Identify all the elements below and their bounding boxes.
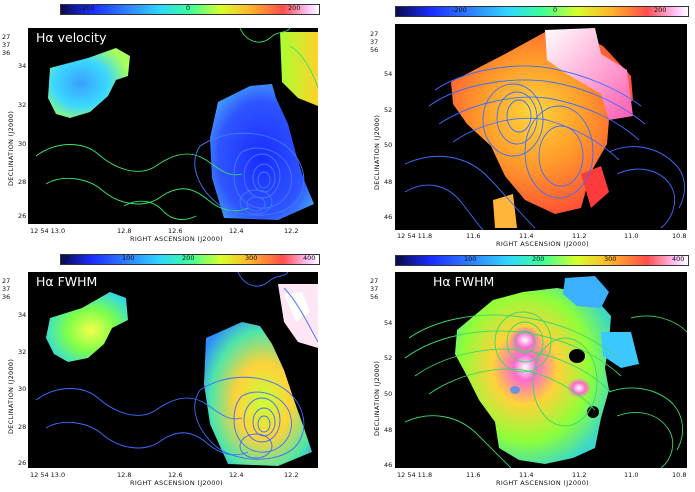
colorbar <box>60 254 320 265</box>
colorbar-tick: -200 <box>452 6 467 14</box>
y-tick: 34 <box>18 62 27 70</box>
panel-label: Hα velocity <box>433 26 504 41</box>
y-tick: 30 <box>18 385 27 393</box>
y-tick: 32 <box>18 101 27 109</box>
x-tick: 11.4 <box>519 232 534 240</box>
y-tick: 50 <box>384 390 393 398</box>
x-axis-title: RIGHT ASCENSION (J2000) <box>496 479 589 487</box>
colorbar-tick: 200 <box>654 6 667 14</box>
y-axis-title: DECLINATION (J2000) <box>7 110 15 186</box>
x-tick: 12 54 11.8 <box>397 471 433 479</box>
x-tick: 11.2 <box>572 471 587 479</box>
y-tick: 46 <box>384 213 393 221</box>
y-axis-title: DECLINATION (J2000) <box>373 114 381 190</box>
x-tick: 12 54 11.8 <box>397 232 433 240</box>
panel-label: Hα FWHM <box>36 274 98 289</box>
y-tick: 52 <box>384 354 393 362</box>
y-tick: 34 <box>18 311 27 319</box>
colorbar <box>395 6 689 17</box>
x-tick: 11.4 <box>519 471 534 479</box>
x-tick: 10.8 <box>672 232 687 240</box>
x-axis-title: RIGHT ASCENSION (J2000) <box>496 240 589 248</box>
colorbar-tick: 100 <box>464 255 477 263</box>
y-tick: 26 <box>18 212 27 220</box>
colorbar-tick: 400 <box>303 254 316 262</box>
x-tick: 11.6 <box>466 232 481 240</box>
colorbar-tick: 400 <box>672 255 685 263</box>
image-frame: Hα velocity <box>28 28 318 224</box>
x-axis-title: RIGHT ASCENSION (J2000) <box>130 479 223 487</box>
y-tick: 28 <box>18 423 27 431</box>
x-tick: 12.2 <box>284 471 299 479</box>
dec-top-label: 27 37 36 <box>2 277 11 301</box>
x-tick: 12.6 <box>168 227 183 235</box>
dec-top-label: 27 37 56 <box>370 277 379 301</box>
x-tick: 12.6 <box>168 471 183 479</box>
panel-label: Hα FWHM <box>433 274 495 289</box>
x-axis-title: RIGHT ASCENSION (J2000) <box>130 235 223 243</box>
y-tick: 50 <box>384 141 393 149</box>
colorbar-tick: 0 <box>400 255 405 263</box>
x-tick: 11.2 <box>572 232 587 240</box>
x-tick: 12 54 13.0 <box>30 471 66 479</box>
y-tick: 30 <box>18 140 27 148</box>
y-tick: 28 <box>18 178 27 186</box>
colorbar-tick: 200 <box>532 255 545 263</box>
y-tick: 54 <box>384 70 393 78</box>
x-tick: 11.6 <box>466 471 481 479</box>
x-tick: 12.8 <box>117 471 132 479</box>
colorbar-tick: 200 <box>182 254 195 262</box>
colorbar-tick: 0 <box>553 6 558 14</box>
y-tick: 26 <box>18 459 27 467</box>
colorbar-tick: 100 <box>122 254 135 262</box>
y-tick: 48 <box>384 426 393 434</box>
colorbar <box>395 255 689 266</box>
panel-label: Hα velocity <box>36 30 107 45</box>
colorbar-tick: 0 <box>186 4 191 12</box>
colorbar-tick: 0 <box>65 254 70 262</box>
colorbar-tick: 300 <box>245 254 258 262</box>
colorbar-tick: 200 <box>288 4 301 12</box>
x-tick: 12.4 <box>229 471 244 479</box>
y-axis-title: DECLINATION (J2000) <box>373 360 381 436</box>
x-tick: 12.4 <box>229 227 244 235</box>
y-tick: 32 <box>18 348 27 356</box>
y-tick: 54 <box>384 319 393 327</box>
y-axis-title: DECLINATION (J2000) <box>7 358 15 434</box>
x-tick: 12 54 13.0 <box>30 227 66 235</box>
x-tick: 12.8 <box>117 227 132 235</box>
colorbar <box>60 4 320 15</box>
dec-top-label: 27 37 56 <box>370 30 379 54</box>
dec-top-label: 27 37 36 <box>2 33 11 57</box>
x-tick: 12.2 <box>284 227 299 235</box>
image-frame: Hα velocity <box>395 24 687 230</box>
y-tick: 48 <box>384 178 393 186</box>
image-frame: Hα FWHM <box>395 272 687 468</box>
x-tick: 11.0 <box>624 471 639 479</box>
y-tick: 52 <box>384 106 393 114</box>
y-tick: 46 <box>384 461 393 469</box>
x-tick: 11.0 <box>624 232 639 240</box>
colorbar-tick: 300 <box>604 255 617 263</box>
x-tick: 10.8 <box>672 471 687 479</box>
image-frame: Hα FWHM <box>28 272 318 468</box>
colorbar-tick: -200 <box>80 4 95 12</box>
